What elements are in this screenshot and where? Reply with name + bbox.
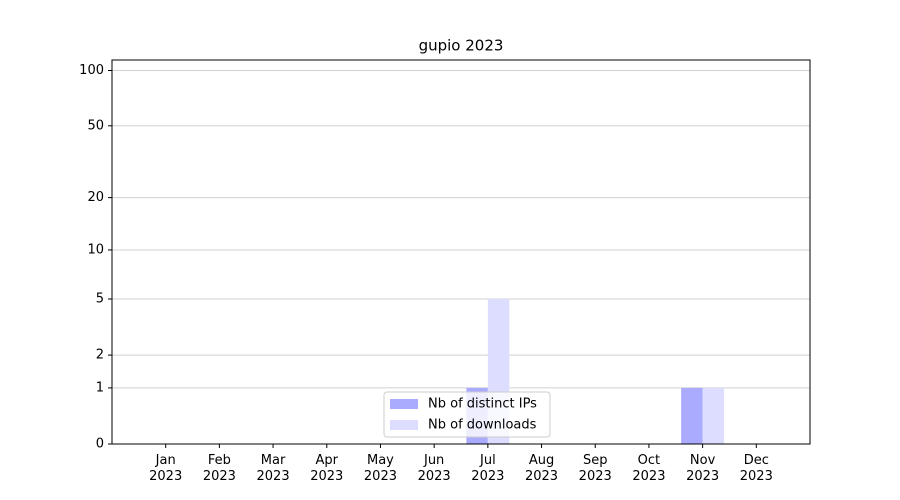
legend-swatch: [390, 399, 418, 409]
legend-swatch: [390, 420, 418, 430]
y-tick-label: 100: [79, 63, 104, 78]
legend-label: Nb of downloads: [428, 418, 537, 433]
chart-title: gupio 2023: [419, 37, 504, 55]
x-tick-label: Jul 2023: [471, 453, 505, 484]
x-tick-label: Nov 2023: [686, 453, 720, 484]
legend-label: Nb of distinct IPs: [428, 397, 537, 412]
y-tick-label: 0: [96, 437, 104, 452]
x-tick-label: Aug 2023: [524, 453, 559, 484]
x-tick-label: May 2023: [363, 453, 397, 484]
y-tick-label: 2: [96, 348, 104, 363]
x-tick-label: Jun 2023: [417, 453, 451, 484]
x-tick-label: Feb 2023: [202, 453, 236, 484]
x-tick-label: Dec 2023: [739, 453, 773, 484]
legend-frame: [383, 391, 551, 438]
x-tick-label: Apr 2023: [310, 453, 344, 484]
y-tick-label: 50: [87, 118, 104, 133]
plot-frame: [111, 59, 811, 445]
bar: [702, 387, 725, 444]
x-tick-label: Sep 2023: [578, 453, 612, 484]
y-tick-label: 5: [96, 291, 104, 306]
legend: Nb of distinct IPs Nb of downloads: [383, 391, 551, 438]
y-tick-label: 10: [87, 242, 104, 257]
x-tick-label: Mar 2023: [256, 453, 290, 484]
y-tick-label: 1: [96, 380, 104, 395]
y-tick-label: 20: [87, 190, 104, 205]
bar: [681, 387, 703, 444]
x-tick-label: Oct 2023: [632, 453, 666, 484]
x-tick-label: Jan 2023: [149, 453, 183, 484]
